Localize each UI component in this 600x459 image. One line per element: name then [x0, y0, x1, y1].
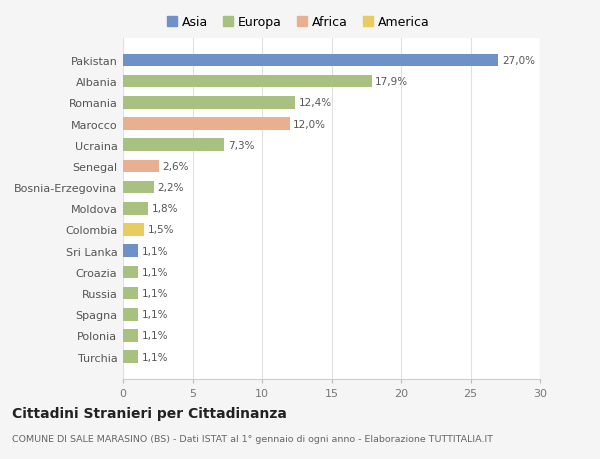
- Bar: [123, 97, 295, 109]
- Text: 7,3%: 7,3%: [228, 140, 254, 151]
- Bar: [123, 224, 144, 236]
- Text: 17,9%: 17,9%: [375, 77, 409, 87]
- Text: 12,0%: 12,0%: [293, 119, 326, 129]
- Bar: [123, 330, 138, 342]
- Text: 27,0%: 27,0%: [502, 56, 535, 66]
- Text: 2,2%: 2,2%: [157, 183, 184, 193]
- Text: Cittadini Stranieri per Cittadinanza: Cittadini Stranieri per Cittadinanza: [12, 406, 287, 420]
- Text: 2,6%: 2,6%: [163, 162, 189, 172]
- Text: 1,8%: 1,8%: [151, 204, 178, 214]
- Bar: [123, 160, 159, 173]
- Text: 1,5%: 1,5%: [148, 225, 174, 235]
- Bar: [123, 118, 290, 131]
- Bar: [123, 287, 138, 300]
- Bar: [123, 351, 138, 363]
- Bar: [123, 181, 154, 194]
- Bar: [123, 55, 499, 67]
- Bar: [123, 308, 138, 321]
- Text: 1,1%: 1,1%: [142, 310, 168, 319]
- Text: 1,1%: 1,1%: [142, 246, 168, 256]
- Text: COMUNE DI SALE MARASINO (BS) - Dati ISTAT al 1° gennaio di ogni anno - Elaborazi: COMUNE DI SALE MARASINO (BS) - Dati ISTA…: [12, 434, 493, 443]
- Bar: [123, 245, 138, 257]
- Text: 1,1%: 1,1%: [142, 267, 168, 277]
- Text: 12,4%: 12,4%: [299, 98, 332, 108]
- Bar: [123, 202, 148, 215]
- Bar: [123, 266, 138, 279]
- Bar: [123, 76, 372, 88]
- Text: 1,1%: 1,1%: [142, 331, 168, 341]
- Text: 1,1%: 1,1%: [142, 352, 168, 362]
- Bar: [123, 139, 224, 152]
- Legend: Asia, Europa, Africa, America: Asia, Europa, Africa, America: [167, 17, 430, 29]
- Text: 1,1%: 1,1%: [142, 288, 168, 298]
